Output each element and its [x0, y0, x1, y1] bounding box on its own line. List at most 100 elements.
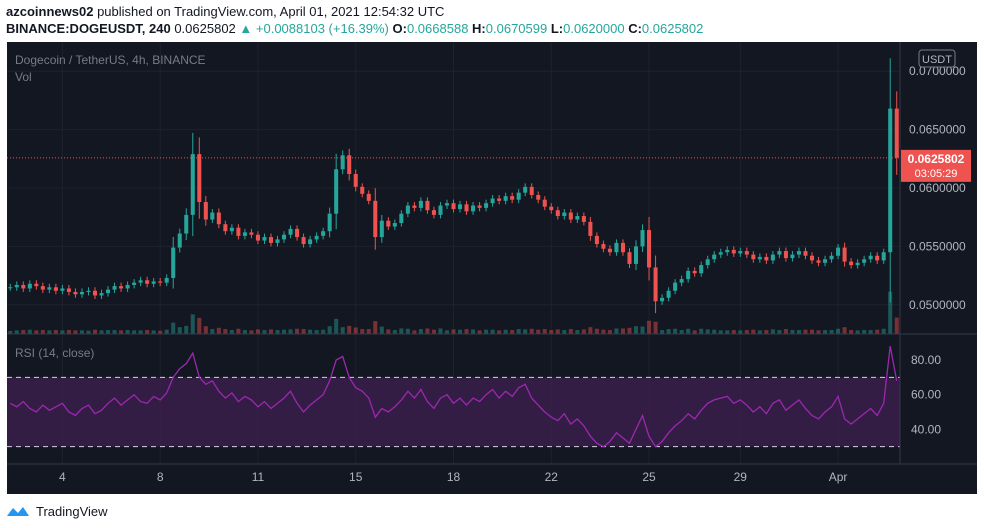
volume-bar	[829, 330, 834, 334]
volume-bar	[594, 328, 599, 334]
candle	[457, 204, 463, 210]
publisher-name[interactable]: azcoinnews02	[6, 4, 94, 19]
volume-bar	[132, 330, 137, 334]
candle	[451, 203, 456, 210]
rsi-line	[9, 345, 898, 448]
volume-bar	[503, 329, 508, 334]
tradingview-footer[interactable]: TradingView	[6, 500, 108, 522]
chart-title: Dogecoin / TetherUS, 4h, BINANCE	[15, 53, 206, 67]
price-axis[interactable]: 0.0500000 0.0550000 0.0600000 0.0650000 0.07…	[909, 64, 966, 312]
volume-bar	[8, 331, 13, 334]
volume-bar	[803, 329, 808, 334]
candle	[379, 220, 384, 238]
candle	[757, 256, 762, 260]
candle	[523, 186, 528, 193]
candle	[842, 247, 847, 262]
candles	[8, 58, 899, 314]
symbol-label: BINANCE:DOGEUSDT, 240	[6, 21, 171, 36]
volume-bar	[757, 330, 762, 334]
candle	[549, 206, 554, 211]
candle	[177, 233, 182, 248]
candle	[633, 246, 639, 264]
volume-bar	[386, 329, 391, 334]
volume-bar	[451, 329, 456, 334]
candle	[471, 205, 476, 212]
volume-bar	[177, 327, 182, 334]
open-label: O:	[392, 21, 407, 36]
time-tick-label: 22	[545, 470, 559, 484]
time-tick-label: 15	[349, 470, 363, 484]
volume-bar	[875, 329, 880, 334]
candle	[816, 260, 821, 263]
candle	[184, 214, 189, 234]
tradingview-brand: TradingView	[36, 503, 108, 519]
currency-label: USDT	[922, 54, 952, 66]
price-tick-label: 0.0500000	[909, 298, 966, 312]
volume-bar	[823, 330, 828, 334]
chart-canvas[interactable]: 0.0500000 0.0550000 0.0600000 0.0650000 0.07…	[7, 42, 977, 494]
volume-bar	[575, 330, 580, 334]
volume-bar	[477, 330, 482, 334]
candle	[327, 213, 332, 232]
volume-bar	[353, 327, 358, 334]
candle	[738, 251, 743, 254]
volume-bar	[471, 329, 476, 334]
rsi-tick-label: 80.00	[911, 353, 941, 367]
candle	[510, 196, 515, 200]
candle	[399, 213, 404, 224]
candle	[334, 169, 339, 214]
volume-bar	[301, 329, 306, 334]
candle	[119, 286, 124, 289]
time-axis[interactable]: 4 8 11 15 18 22 25 29 Apr	[59, 470, 847, 484]
volume-bar	[379, 326, 384, 334]
volume-bar	[164, 329, 169, 334]
candle	[145, 280, 150, 284]
volume-bar	[692, 330, 697, 334]
volume-bar	[412, 330, 417, 334]
candle	[601, 244, 606, 249]
candle	[60, 288, 65, 291]
volume-bar	[764, 330, 769, 334]
volume-bar	[86, 330, 91, 334]
volume-bar	[308, 329, 313, 334]
volume-bar	[744, 330, 749, 334]
currency-badge[interactable]	[918, 49, 956, 68]
candle	[836, 247, 841, 256]
candle	[73, 291, 78, 295]
volume-bar	[751, 329, 756, 334]
volume-bar	[236, 328, 241, 334]
close-value: 0.0625802	[641, 21, 704, 36]
volume-bar	[229, 330, 234, 334]
volume-bar	[620, 328, 625, 334]
candle	[699, 265, 704, 274]
time-tick-label: 11	[252, 470, 265, 484]
volume-bar	[836, 328, 841, 334]
volume-bar	[673, 328, 678, 334]
published-text: published on TradingView.com, April 01, …	[97, 4, 445, 19]
candle	[855, 262, 860, 266]
candle	[712, 254, 717, 260]
volume-bar	[197, 317, 202, 334]
volume-bar	[549, 330, 554, 334]
close-label: C:	[628, 21, 642, 36]
candle	[536, 195, 541, 200]
volume-bar	[255, 329, 260, 334]
candle	[647, 230, 652, 268]
candle	[236, 227, 241, 236]
volume-bar	[444, 330, 450, 334]
volume-bar	[614, 328, 619, 334]
candle	[562, 212, 567, 217]
time-tick-label: 18	[447, 470, 461, 484]
volume-bar	[529, 328, 534, 334]
volume-bar	[816, 330, 821, 334]
volume-bar	[862, 330, 867, 334]
rsi-label: RSI (14, close)	[15, 346, 94, 360]
volume-bar	[210, 329, 215, 334]
candle	[581, 216, 586, 222]
candle	[418, 200, 423, 208]
last-price: 0.0625802	[174, 21, 236, 36]
candle	[823, 259, 828, 263]
candle	[405, 205, 410, 214]
volume-bar	[581, 329, 586, 334]
rsi-band	[7, 377, 900, 447]
